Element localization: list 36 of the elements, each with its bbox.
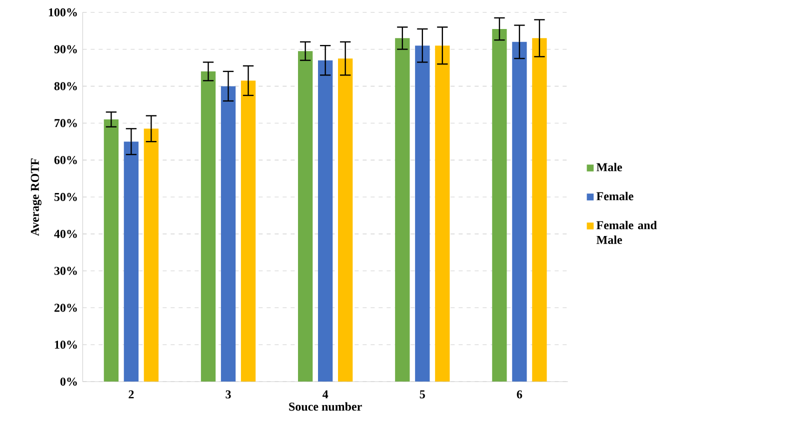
y-tick-label: 70% (54, 119, 77, 128)
y-axis-title: Average ROTF (30, 158, 42, 236)
legend-label: Male (596, 162, 622, 172)
x-tick-label: 2 (128, 390, 134, 398)
bar (220, 86, 236, 382)
bar (512, 42, 527, 382)
bar (200, 71, 216, 382)
bar (104, 119, 119, 382)
y-tick-label: 40% (54, 230, 77, 238)
bar (532, 38, 547, 382)
bar (492, 28, 507, 382)
y-tick-label: 90% (54, 45, 77, 54)
bar (124, 142, 139, 382)
bar (318, 60, 333, 382)
y-tick-label: 30% (54, 266, 77, 275)
x-tick-label: 3 (226, 390, 231, 398)
y-tick-label: 50% (54, 192, 77, 202)
y-tick-label: 0% (60, 378, 77, 386)
bar (415, 46, 430, 382)
legend-label: Female and Male (596, 220, 657, 244)
x-tick-label: 4 (322, 390, 328, 398)
bar (240, 80, 256, 382)
x-tick-label: 5 (420, 390, 425, 398)
bar (435, 46, 450, 382)
bar (298, 51, 313, 382)
y-tick-label: 20% (54, 304, 77, 312)
bar (338, 58, 353, 382)
x-tick-label: 6 (516, 390, 522, 398)
x-axis-title: Souce number (289, 402, 362, 411)
y-tick-label: 80% (54, 82, 77, 90)
legend-label: Female (596, 192, 634, 200)
y-tick-label: 60% (54, 156, 77, 164)
y-tick-label: 10% (54, 340, 77, 349)
y-tick-label: 100% (48, 8, 77, 16)
bar (395, 38, 410, 382)
bar (144, 128, 159, 382)
